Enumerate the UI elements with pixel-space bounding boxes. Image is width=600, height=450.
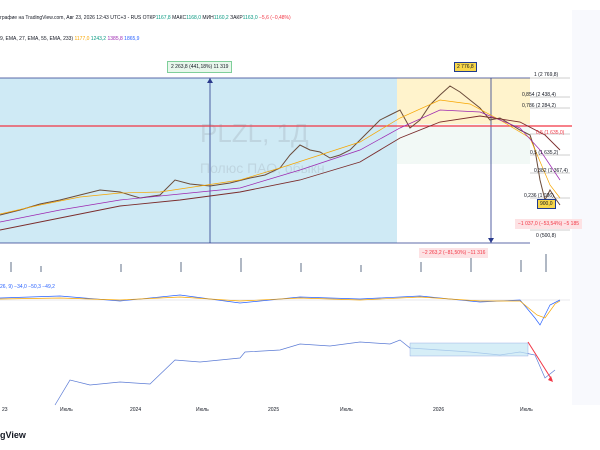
fall-arrowhead-icon	[488, 238, 494, 243]
rise-zone	[0, 78, 397, 243]
time-axis-label: 2025	[268, 407, 280, 413]
open-label: ОТКР	[142, 15, 156, 21]
fib-zone	[397, 124, 530, 164]
symbol-label: - RUS	[126, 15, 143, 21]
chart-caption: графие на TradingView.com, Авг 23, 2026 …	[0, 15, 127, 21]
ema-legend-label: 9, EMA, 27, EMA, 55, EMA, 233)	[0, 36, 74, 42]
time-axis-label: Июль	[520, 407, 533, 413]
oscillator-legend: 26, 9) −34,0 −50,3 −49,2	[0, 284, 55, 290]
price-scale[interactable]	[572, 10, 600, 405]
downtrend-arrow	[527, 341, 553, 381]
ema-fast-series	[0, 99, 561, 215]
open-value: 1167,8	[155, 15, 171, 21]
fib-label: 0 (500,8)	[536, 233, 557, 239]
ema27-value: 1243,2	[90, 36, 107, 42]
macd-line	[0, 294, 561, 326]
time-axis-label: 2024	[130, 407, 142, 413]
fib-label: 0,786 (2 284,2)	[522, 103, 556, 109]
peak-zone	[397, 78, 530, 124]
close-value: 1163,0	[242, 15, 258, 21]
ema-slow-series	[0, 115, 561, 231]
ema233-value: 1865,9	[124, 36, 140, 42]
fib-label: 0,5 (1 635,2)	[530, 150, 559, 156]
rise-measure-label: 2 263,8 (441,18%) 11 319	[167, 61, 233, 73]
fib-label: 0,854 (2 438,4)	[522, 92, 556, 98]
ema-mid-series	[0, 109, 561, 223]
signal-line	[0, 296, 561, 319]
close-label: ЗАКР	[230, 15, 243, 21]
rise-arrowhead-icon	[207, 78, 213, 83]
ema55-value: 1385,8	[107, 36, 123, 42]
time-axis-label: Июль	[340, 407, 353, 413]
low-label: МИН	[202, 15, 214, 21]
watermark-ticker: PLZL, 1Д	[200, 118, 309, 148]
high-value: 1168,0	[186, 15, 201, 21]
time-axis-label: Июль	[60, 407, 73, 413]
time-axis-label: Июль	[196, 407, 209, 413]
low-price-tag: 900,0	[537, 199, 556, 209]
time-axis-label: 23	[2, 407, 8, 413]
lower-indicator-box	[409, 342, 529, 357]
fib-label: 0,5 (1 635,0)	[536, 130, 565, 136]
downtrend-arrowhead-icon	[548, 376, 553, 382]
high-label: МАКС	[172, 15, 187, 21]
low-value: 1160,2	[213, 15, 229, 21]
watermark-name: Полюс ПАО, обыкн.	[200, 160, 329, 176]
fib-lines	[530, 77, 570, 231]
fib-label: 0,382 (1 367,4)	[534, 168, 568, 174]
peak-price-tag: 2 776,8	[454, 62, 477, 72]
ema-legend: 9, EMA, 27, EMA, 55, EMA, 233) 1177,0 12…	[0, 36, 139, 42]
fib-label: 1 (2 769,8)	[534, 72, 559, 78]
chart-header-line1: графие на TradingView.com, Авг 23, 2026 …	[0, 15, 291, 21]
drop-measure-label: −1 037,0 (−53,54%) −5 185	[515, 219, 583, 229]
fall-measure-label: −2 263,2 (−81,50%) −11 316	[419, 248, 489, 258]
change-value: −5,6 (−0,48%)	[258, 15, 291, 21]
ema9-value: 1177,0	[74, 36, 90, 42]
volume-bars	[10, 254, 547, 272]
time-axis-label: 2026	[433, 407, 445, 413]
price-series	[0, 85, 561, 216]
tradingview-logo: gView	[0, 430, 26, 440]
fib-label: 0,236 (1 036)	[524, 193, 554, 199]
